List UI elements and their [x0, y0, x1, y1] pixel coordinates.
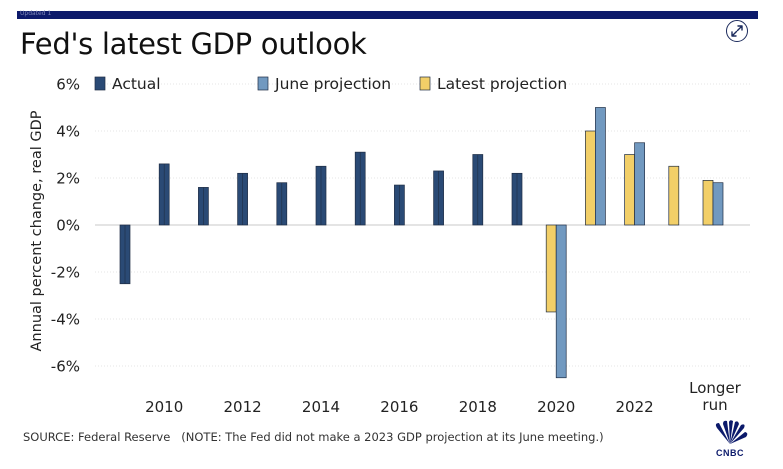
bar-latest-projection-longer-run: [702, 180, 714, 226]
x-tick-label: run: [702, 396, 727, 414]
x-tick-label: 2016: [380, 398, 418, 416]
cnbc-logo-text: CNBC: [716, 448, 744, 458]
legend: Actual June projection Latest projection: [94, 75, 567, 93]
bar-june-projection-2020: [555, 224, 567, 379]
y-tick-label: 0%: [56, 217, 80, 235]
y-tick-label: -6%: [51, 358, 80, 376]
bar-june-projection-2022: [634, 142, 645, 226]
y-tick-label: -2%: [51, 264, 80, 282]
bar-latest-projection-2021: [585, 130, 596, 226]
x-tick-label: Longer: [689, 379, 742, 397]
x-tick-label: 2020: [537, 398, 575, 416]
cnbc-logo: CNBC: [711, 420, 749, 460]
source-note: SOURCE: Federal Reserve (NOTE: The Fed d…: [23, 430, 604, 444]
cnbc-peacock-icon: [715, 420, 748, 444]
bar-latest-projection-2023: [668, 165, 680, 226]
chart-title: Fed's latest GDP outlook: [20, 27, 367, 61]
x-tick-label: 2018: [459, 398, 497, 416]
y-tick-label: 2%: [56, 170, 80, 188]
x-tick-label: 2014: [302, 398, 340, 416]
y-tick-label: 6%: [56, 76, 80, 94]
legend-swatch-latest-projection: [419, 76, 431, 91]
expand-arrows-icon: [731, 25, 743, 37]
bars: [119, 107, 724, 379]
source-text: SOURCE: Federal Reserve: [23, 430, 171, 444]
legend-swatch-actual: [94, 76, 106, 91]
bar-june-projection-longer-run: [712, 182, 724, 226]
y-tick-label: -4%: [51, 311, 80, 329]
x-tick-label: 2022: [616, 398, 654, 416]
y-axis-label: Annual percent change, real GDP: [29, 110, 45, 351]
chart-area: 6%4%2%0%-2%-4%-6% 2010 2012 2014 2016 2018 20…: [29, 75, 750, 416]
legend-swatch-june-projection: [257, 76, 269, 91]
source-note-text: (NOTE: The Fed did not make a 2023 GDP p…: [181, 430, 604, 444]
bar-latest-projection-2022: [624, 154, 635, 226]
bar-june-projection-2021: [595, 107, 606, 226]
x-tick-label: 2012: [224, 398, 262, 416]
x-tick-label: 2010: [145, 398, 183, 416]
legend-label-actual: Actual: [112, 75, 161, 93]
y-axis-ticks: 6% 4% 2% 0% -2% -4% -6%: [51, 76, 80, 376]
gridlines: [95, 83, 750, 367]
legend-label-latest-projection: Latest projection: [437, 75, 567, 93]
y-tick-label: 4%: [56, 123, 80, 141]
bar-latest-projection-2020: [545, 224, 557, 313]
expand-button[interactable]: [726, 20, 748, 42]
banner-tag: Updated 1: [20, 10, 52, 17]
top-banner: Updated 1: [17, 10, 758, 19]
legend-label-june-projection: June projection: [274, 75, 391, 93]
